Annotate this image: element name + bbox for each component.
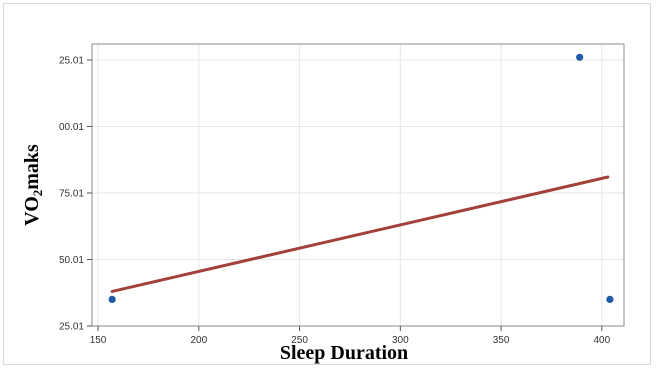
- x-tick-label: 350: [493, 335, 510, 346]
- y-tick-label: 25.01: [59, 322, 84, 333]
- y-axis-label-main: VO: [21, 196, 43, 226]
- y-axis-label: VO2maks: [21, 144, 45, 226]
- y-axis-label-rest: maks: [21, 144, 43, 190]
- x-axis-label: Sleep Duration: [280, 342, 408, 364]
- x-tick-label: 300: [392, 335, 409, 346]
- data-point: [576, 53, 584, 61]
- x-tick-label: 250: [291, 335, 308, 346]
- y-axis-label-subscript: 2: [30, 190, 45, 197]
- y-tick-label: 75.01: [59, 188, 84, 199]
- y-tick-label: 50.01: [59, 255, 84, 266]
- x-tick-label: 200: [190, 335, 207, 346]
- y-tick-label: 00.01: [59, 122, 84, 133]
- trend-line: [110, 175, 610, 293]
- data-points: [108, 53, 614, 303]
- x-axis-ticks: 150 200 250 300 350 400: [90, 326, 611, 346]
- chart-frame: 150 200 250 300 350 400 25.01 50.01 75.01 00.01 2…: [3, 3, 651, 365]
- x-tick-label: 150: [90, 335, 107, 346]
- x-tick-label: 400: [593, 335, 610, 346]
- data-point: [606, 295, 614, 303]
- y-axis-ticks: 25.01 50.01 75.01 00.01 25.01: [59, 55, 92, 333]
- plot-area-border: [91, 43, 625, 327]
- grid-lines: [92, 44, 624, 327]
- scatter-chart: 150 200 250 300 350 400 25.0150.0175.0100.012…: [21, 43, 625, 364]
- y-tick-label: 25.01: [59, 55, 84, 66]
- data-point: [108, 295, 116, 303]
